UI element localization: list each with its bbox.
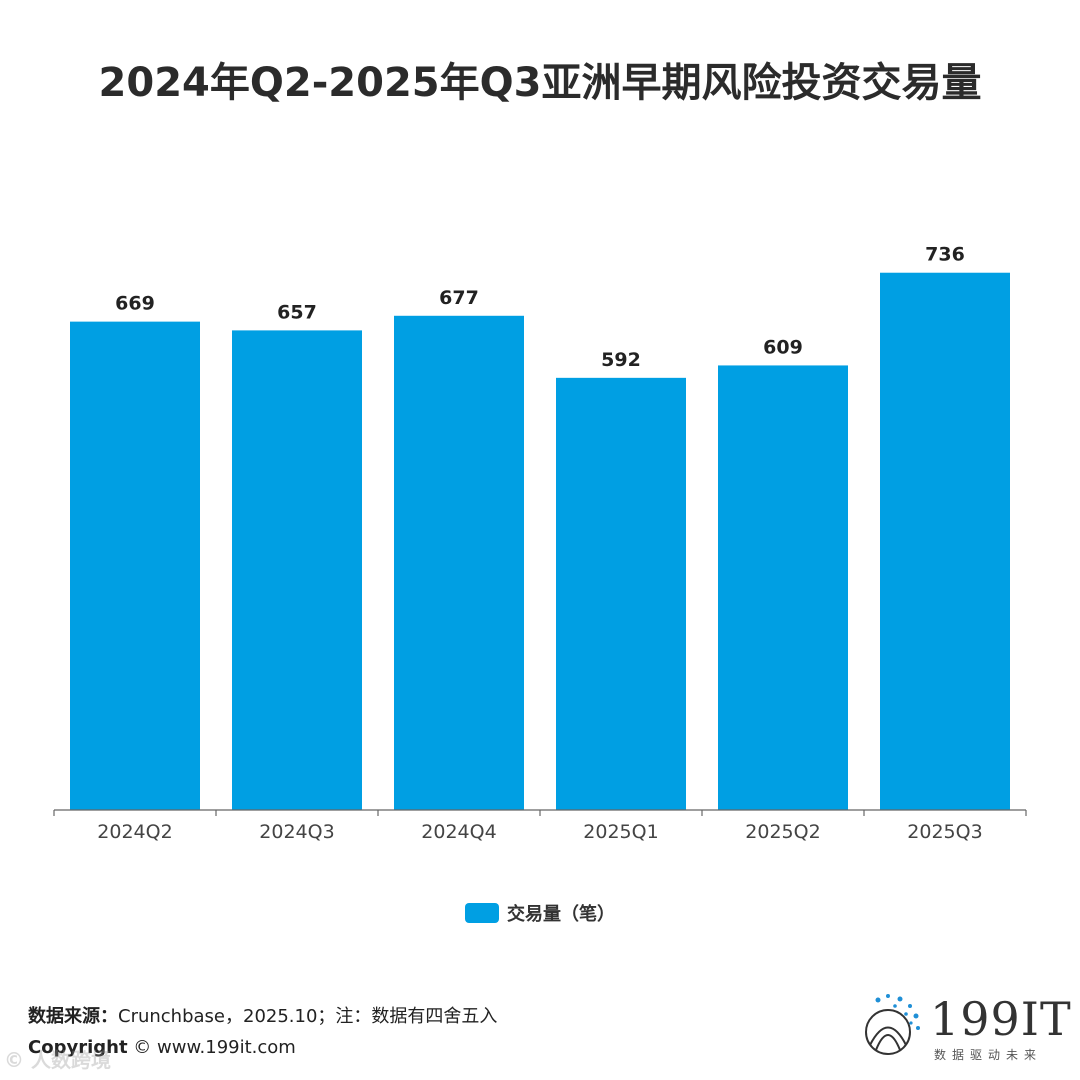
chart-title: 2024年Q2-2025年Q3亚洲早期风险投资交易量 [98, 60, 982, 106]
copyright-note: Copyright © www.199it.com [28, 1037, 296, 1058]
x-tick-label-2025Q2: 2025Q2 [745, 821, 820, 843]
logo-icon [865, 994, 920, 1055]
bar-2025Q1 [556, 377, 686, 810]
bar-2025Q3 [880, 272, 1010, 811]
data-label-2025Q2: 609 [763, 336, 803, 358]
bar-2025Q2 [718, 365, 848, 810]
data-label-2024Q4: 677 [439, 287, 479, 309]
legend-label: 交易量（笔） [507, 904, 615, 925]
x-tick-label-2024Q4: 2024Q4 [421, 821, 496, 843]
source-note: 数据来源：Crunchbase，2025.10；注：数据有四舍五入 [28, 1002, 497, 1028]
bar-2024Q3 [232, 330, 362, 810]
data-label-2025Q3: 736 [925, 244, 965, 266]
x-tick-label-2025Q1: 2025Q1 [583, 821, 658, 843]
watermark: © 人数跨境 [4, 1048, 111, 1072]
source-text: Crunchbase，2025.10；注：数据有四舍五入 [118, 1006, 498, 1027]
logo-tagline: 数据驱动未来 [934, 1048, 1043, 1062]
logo-wordmark: 199IT [930, 992, 1072, 1046]
bar-2024Q2 [70, 321, 200, 810]
copyright-label: Copyright [28, 1037, 128, 1058]
data-label-2025Q1: 592 [601, 349, 641, 371]
data-label-2024Q3: 657 [277, 301, 317, 323]
bar-2024Q4 [394, 315, 524, 810]
bar-chart: 669 2024Q2 657 2024Q3 677 2024Q4 592 2025Q1 609 2… [53, 244, 1027, 843]
legend: 交易量（笔） [0, 900, 1080, 926]
x-tick-label-2025Q3: 2025Q3 [907, 821, 982, 843]
source-label: 数据来源： [28, 1006, 118, 1027]
legend-swatch [465, 903, 499, 923]
data-label-2024Q2: 669 [115, 293, 155, 315]
x-tick-label-2024Q3: 2024Q3 [259, 821, 334, 843]
x-tick-label-2024Q2: 2024Q2 [97, 821, 172, 843]
copyright-text: © www.199it.com [133, 1037, 296, 1058]
